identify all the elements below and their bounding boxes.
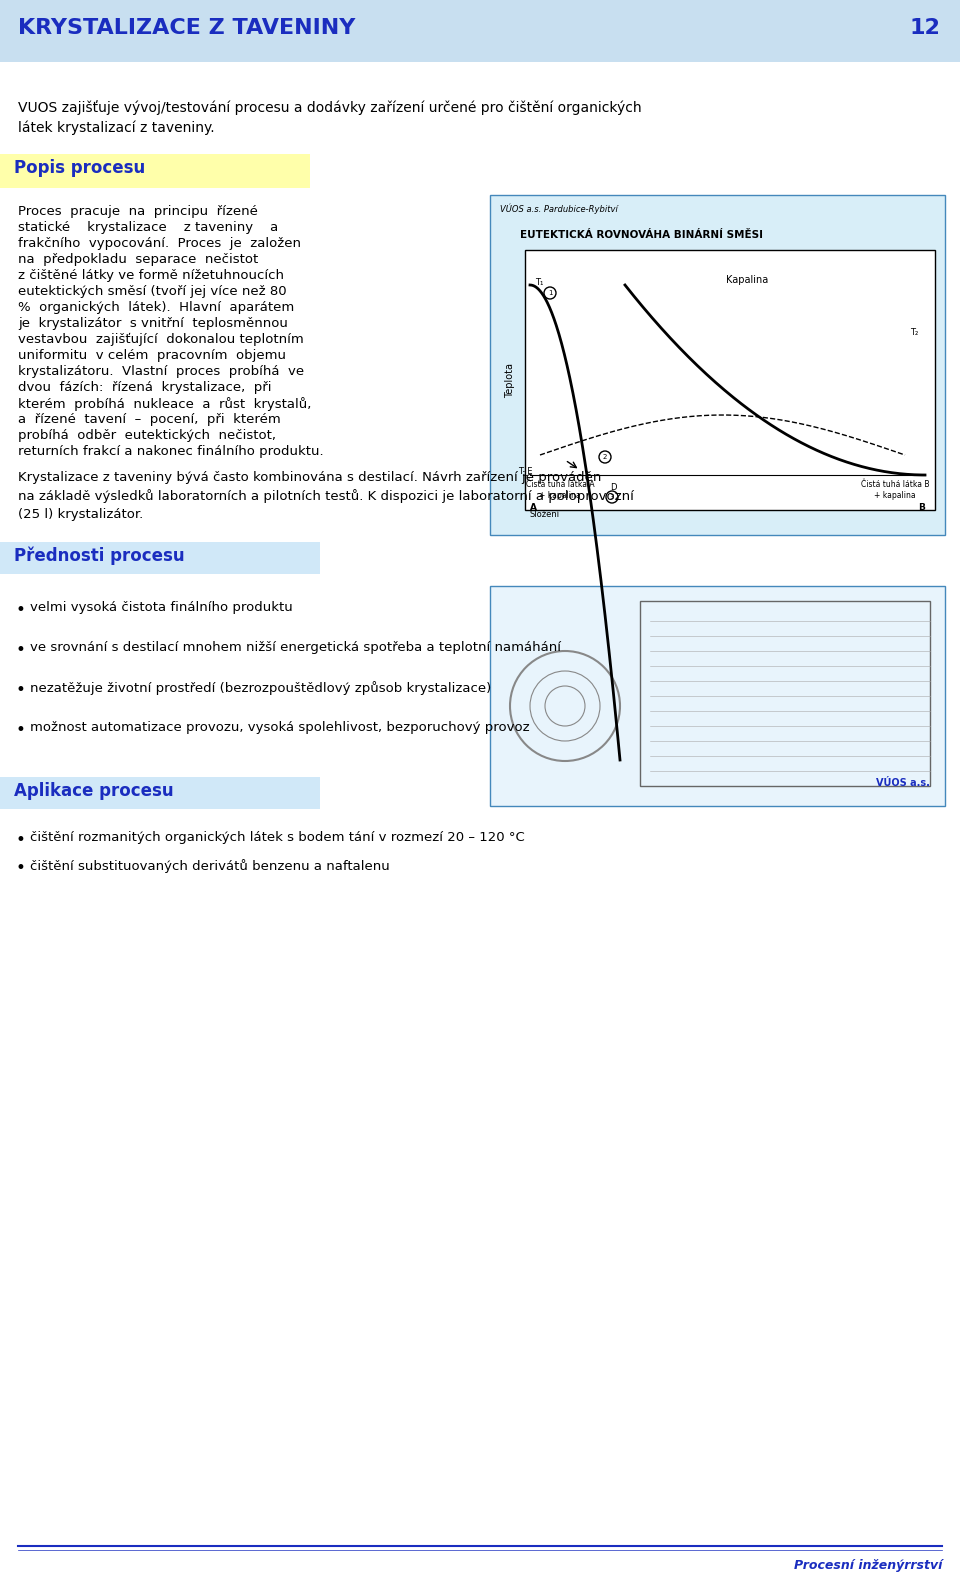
FancyBboxPatch shape: [0, 154, 310, 188]
Text: Kapalina: Kapalina: [727, 275, 769, 284]
Text: krystalizátoru.  Vlastní  proces  probíhá  ve: krystalizátoru. Vlastní proces probíhá v…: [18, 365, 304, 378]
FancyBboxPatch shape: [0, 0, 960, 62]
Text: VÚOS a.s.: VÚOS a.s.: [876, 779, 930, 788]
Text: probíhá  odběr  eutektických  nečistot,: probíhá odběr eutektických nečistot,: [18, 429, 276, 442]
Text: z čištěné látky ve formě nížetuhnoucích: z čištěné látky ve formě nížetuhnoucích: [18, 269, 284, 281]
Text: EUTEKTICKÁ ROVNOVÁHA BINÁRNÍ SMĚSI: EUTEKTICKÁ ROVNOVÁHA BINÁRNÍ SMĚSI: [520, 230, 763, 240]
Text: D: D: [610, 483, 616, 493]
Text: •: •: [15, 682, 25, 699]
Text: B: B: [918, 504, 925, 512]
Text: Čistá tuhá látka A
+ kapalina: Čistá tuhá látka A + kapalina: [526, 480, 594, 499]
Text: •: •: [15, 640, 25, 659]
Text: returních frakcí a nakonec finálního produktu.: returních frakcí a nakonec finálního pro…: [18, 445, 324, 458]
Text: T_E: T_E: [518, 466, 533, 475]
Text: Čistá tuhá látka B
+ kapalina: Čistá tuhá látka B + kapalina: [861, 480, 929, 499]
Text: Přednosti procesu: Přednosti procesu: [14, 547, 184, 566]
FancyBboxPatch shape: [0, 777, 320, 809]
Text: VUOS zajišťuje vývoj/testování procesu a dodávky zařízení určené pro čištění org: VUOS zajišťuje vývoj/testování procesu a…: [18, 100, 641, 135]
Text: 2: 2: [603, 454, 607, 459]
Text: a  řízené  tavení  –  pocení,  při  kterém: a řízené tavení – pocení, při kterém: [18, 413, 280, 426]
Text: Krystalizace z taveniny bývá často kombinována s destilací. Návrh zařízení je pr: Krystalizace z taveniny bývá často kombi…: [18, 470, 634, 521]
Text: uniformitu  v celém  pracovním  objemu: uniformitu v celém pracovním objemu: [18, 350, 286, 362]
Text: 3: 3: [610, 494, 614, 501]
Text: •: •: [15, 860, 25, 877]
Text: dvou  fázích:  řízená  krystalizace,  při: dvou fázích: řízená krystalizace, při: [18, 381, 272, 394]
Text: T₁: T₁: [535, 278, 543, 288]
Text: %  organických  látek).  Hlavní  aparátem: % organických látek). Hlavní aparátem: [18, 300, 295, 315]
Text: eutektických směsí (tvoří jej více než 80: eutektických směsí (tvoří jej více než 8…: [18, 284, 287, 299]
Text: čištění substituovaných derivátů benzenu a naftalenu: čištění substituovaných derivátů benzenu…: [30, 860, 390, 872]
FancyBboxPatch shape: [490, 195, 945, 535]
Text: Popis procesu: Popis procesu: [14, 159, 145, 176]
FancyBboxPatch shape: [0, 542, 320, 574]
Text: Procesní inženýrrství: Procesní inženýrrství: [794, 1559, 942, 1572]
Text: 1: 1: [548, 291, 552, 296]
FancyBboxPatch shape: [490, 586, 945, 806]
Text: VÚOS a.s. Pardubice-Rybitví: VÚOS a.s. Pardubice-Rybitví: [500, 203, 618, 213]
Text: Aplikace procesu: Aplikace procesu: [14, 782, 174, 799]
Text: ve srovnání s destilací mnohem nižší energetická spotřeba a teplotní namáhání: ve srovnání s destilací mnohem nižší ene…: [30, 640, 561, 655]
Text: velmi vysoká čistota finálního produktu: velmi vysoká čistota finálního produktu: [30, 601, 293, 613]
Text: vestavbou  zajišťující  dokonalou teplotním: vestavbou zajišťující dokonalou teplotní…: [18, 334, 303, 346]
Text: na  předpokladu  separace  nečistot: na předpokladu separace nečistot: [18, 253, 258, 265]
Text: je  krystalizátor  s vnitřní  teplosměnnou: je krystalizátor s vnitřní teplosměnnou: [18, 316, 288, 331]
Text: možnost automatizace provozu, vysoká spolehlivost, bezporuchový provoz: možnost automatizace provozu, vysoká spo…: [30, 721, 530, 734]
Text: frakčního  vypocování.  Proces  je  založen: frakčního vypocování. Proces je založen: [18, 237, 301, 249]
Text: •: •: [15, 601, 25, 620]
Text: 12: 12: [909, 17, 940, 38]
Text: Složení: Složení: [530, 510, 560, 520]
Text: nezatěžuje životní prostředí (bezrozpouštědlový způsob krystalizace): nezatěžuje životní prostředí (bezrozpouš…: [30, 682, 492, 694]
Text: •: •: [15, 721, 25, 739]
Text: •: •: [15, 831, 25, 849]
Bar: [640, 601, 930, 787]
Text: Proces  pracuje  na  principu  řízené: Proces pracuje na principu řízené: [18, 205, 258, 218]
FancyBboxPatch shape: [525, 249, 935, 510]
Text: Teplota: Teplota: [505, 362, 515, 397]
Text: čištění rozmanitých organických látek s bodem tání v rozmezí 20 – 120 °C: čištění rozmanitých organických látek s …: [30, 831, 525, 844]
Text: T₂: T₂: [910, 327, 919, 337]
Text: A: A: [530, 504, 537, 512]
Text: statické    krystalizace    z taveniny    a: statické krystalizace z taveniny a: [18, 221, 278, 234]
Text: KRYSTALIZACE Z TAVENINY: KRYSTALIZACE Z TAVENINY: [18, 17, 355, 38]
Text: kterém  probíhá  nukleace  a  růst  krystalů,: kterém probíhá nukleace a růst krystalů,: [18, 397, 311, 412]
